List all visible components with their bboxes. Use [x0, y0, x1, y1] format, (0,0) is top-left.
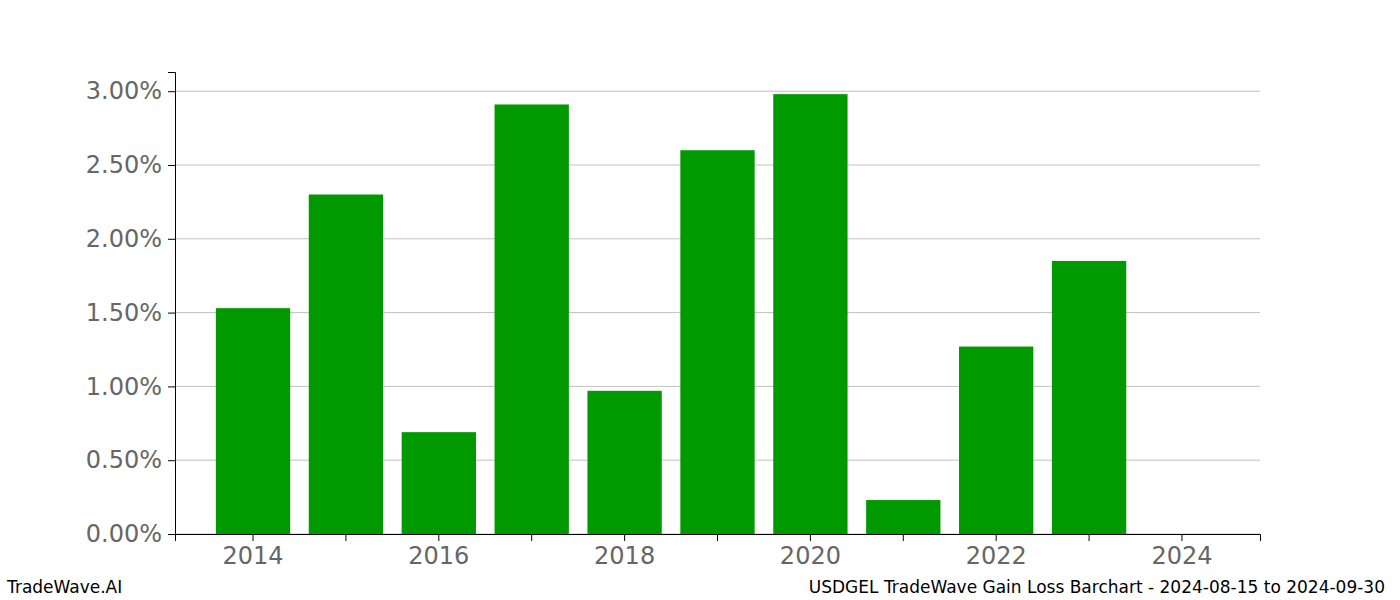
annotation: USDGEL TradeWave Gain Loss Barchart - 20…	[809, 577, 1385, 597]
y-tick-mark	[168, 165, 175, 166]
x-tick-label: 2018	[594, 542, 655, 570]
y-tick-mark	[168, 91, 175, 92]
x-tick	[903, 534, 904, 541]
y-axis-line	[168, 73, 176, 535]
y-tick-label: 2.00%	[86, 225, 162, 253]
x-tick-mark	[1089, 534, 1090, 541]
bar	[1145, 534, 1219, 535]
y-tick-mark	[168, 534, 175, 535]
y-tick-mark	[168, 460, 175, 461]
x-axis: 2014 2016 2018 2020 2022 2024	[176, 534, 1261, 570]
bar	[959, 347, 1033, 534]
chart: 0.00%0.50%1.00%1.50%2.00%2.50%3.00%20142…	[0, 0, 1400, 600]
bar	[495, 104, 569, 534]
x-tick: 2020	[780, 534, 841, 570]
bars	[216, 94, 1126, 534]
grid-line	[175, 91, 1260, 92]
x-tick-mark	[717, 534, 718, 541]
y-tick: 1.50%	[86, 299, 175, 327]
y-tick-label: 2.50%	[86, 151, 162, 179]
x-tick	[1089, 534, 1090, 541]
x-tick-label: 2020	[780, 542, 841, 570]
x-tick: 2022	[966, 534, 1027, 570]
x-tick-mark	[438, 534, 439, 541]
y-tick: 0.50%	[86, 446, 175, 474]
x-tick: 2024	[1151, 534, 1212, 570]
x-tick-mark	[810, 534, 811, 541]
y-tick: 2.50%	[86, 151, 175, 179]
x-tick: 2014	[222, 534, 283, 570]
x-tick-mark	[531, 534, 532, 541]
x-tick-label: 2014	[222, 542, 283, 570]
x-tick-mark	[1181, 534, 1182, 541]
bar	[309, 195, 383, 534]
y-tick-mark	[168, 313, 175, 314]
x-tick-label: 2024	[1151, 542, 1212, 570]
x-tick-mark	[996, 534, 997, 541]
annotation: TradeWave.AI	[6, 577, 122, 597]
x-tick-mark	[345, 534, 346, 541]
bar	[680, 150, 754, 534]
y-tick-label: 3.00%	[86, 77, 162, 105]
x-tick-mark	[253, 534, 254, 541]
bar	[402, 432, 476, 534]
bar	[587, 391, 661, 534]
x-tick-mark	[624, 534, 625, 541]
x-tick	[345, 534, 346, 541]
x-tick	[531, 534, 532, 541]
y-tick-mark	[168, 386, 175, 387]
bar	[773, 94, 847, 534]
grid	[175, 91, 1260, 534]
y-tick: 0.00%	[86, 520, 175, 548]
x-tick-label: 2022	[966, 542, 1027, 570]
bar	[1052, 261, 1126, 534]
y-tick-label: 1.00%	[86, 373, 162, 401]
y-tick-label: 1.50%	[86, 299, 162, 327]
y-axis: 0.00% 0.50% 1.00% 1.50% 2.00% 2.50% 3.00%	[86, 73, 176, 549]
y-tick: 3.00%	[86, 77, 175, 105]
x-tick: 2018	[594, 534, 655, 570]
x-axis-line	[176, 535, 1261, 542]
y-tick-label: 0.50%	[86, 446, 162, 474]
y-tick-mark	[168, 239, 175, 240]
y-tick: 1.00%	[86, 373, 175, 401]
x-tick-mark	[903, 534, 904, 541]
x-tick-label: 2016	[408, 542, 469, 570]
bar	[216, 308, 290, 534]
x-tick	[717, 534, 718, 541]
y-tick: 2.00%	[86, 225, 175, 253]
x-tick: 2016	[408, 534, 469, 570]
bar	[866, 500, 940, 534]
y-tick-label: 0.00%	[86, 520, 162, 548]
